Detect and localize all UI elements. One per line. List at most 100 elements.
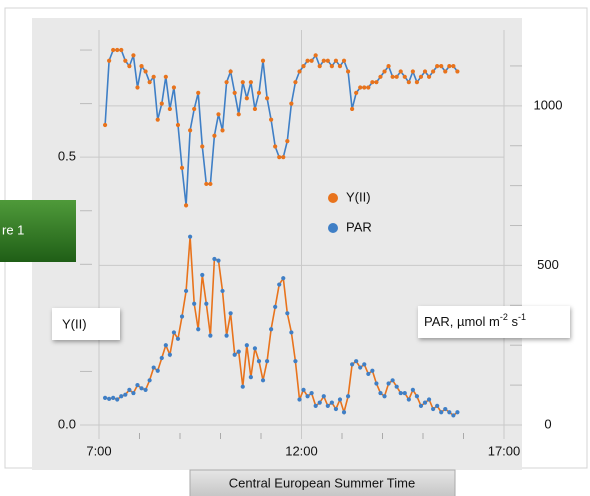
data-point bbox=[293, 359, 298, 364]
data-point bbox=[252, 106, 258, 112]
data-point bbox=[244, 343, 249, 348]
data-point bbox=[350, 106, 355, 112]
data-point bbox=[188, 128, 193, 133]
data-point bbox=[406, 80, 411, 85]
data-point bbox=[216, 258, 221, 263]
data-point bbox=[192, 301, 197, 306]
data-point bbox=[325, 403, 330, 408]
data-point bbox=[240, 384, 245, 389]
data-point bbox=[179, 314, 185, 319]
y2-tick-label: 500 bbox=[537, 257, 559, 272]
data-point bbox=[341, 410, 347, 415]
data-point bbox=[123, 392, 128, 397]
data-point bbox=[232, 90, 237, 95]
data-point bbox=[155, 117, 160, 122]
data-point bbox=[183, 203, 189, 208]
data-point bbox=[333, 406, 339, 412]
data-point bbox=[212, 256, 217, 262]
legend-label: PAR bbox=[346, 219, 372, 234]
data-point bbox=[297, 69, 302, 74]
data-point bbox=[358, 365, 363, 370]
y2label-box bbox=[418, 306, 570, 338]
data-point bbox=[123, 58, 128, 63]
data-point bbox=[329, 64, 334, 69]
data-point bbox=[220, 288, 225, 294]
data-point bbox=[228, 69, 233, 74]
data-point bbox=[301, 64, 306, 69]
data-point bbox=[204, 301, 209, 306]
data-point bbox=[273, 144, 278, 149]
data-point bbox=[370, 80, 375, 85]
data-point bbox=[435, 403, 440, 408]
data-point bbox=[455, 410, 460, 415]
data-point bbox=[208, 333, 213, 338]
data-point bbox=[240, 80, 245, 85]
data-point bbox=[281, 276, 286, 281]
y2-label-part: PAR, µmol m bbox=[424, 314, 500, 329]
data-point bbox=[256, 90, 262, 95]
data-point bbox=[135, 85, 140, 90]
x-tick-label: 17:00 bbox=[488, 443, 521, 458]
data-point bbox=[426, 397, 432, 402]
data-point bbox=[269, 327, 274, 332]
data-point bbox=[447, 410, 452, 415]
data-point bbox=[394, 384, 399, 389]
data-point bbox=[418, 403, 424, 408]
ylabel-box bbox=[52, 308, 120, 340]
data-point bbox=[139, 386, 144, 391]
data-point bbox=[252, 346, 258, 351]
data-point bbox=[285, 138, 290, 144]
data-point bbox=[127, 387, 132, 392]
xlabel-box bbox=[189, 469, 456, 496]
data-point bbox=[200, 144, 205, 149]
data-point bbox=[447, 64, 452, 69]
data-point bbox=[273, 304, 278, 310]
data-point bbox=[439, 410, 444, 415]
data-point bbox=[313, 53, 318, 58]
data-point bbox=[196, 90, 201, 95]
data-point bbox=[297, 397, 302, 402]
data-point bbox=[366, 371, 371, 377]
data-point bbox=[362, 85, 367, 90]
data-point bbox=[350, 362, 355, 367]
data-point bbox=[378, 390, 383, 396]
data-point bbox=[151, 365, 156, 370]
data-point bbox=[439, 64, 444, 69]
data-point bbox=[143, 387, 148, 392]
data-point bbox=[196, 327, 201, 332]
data-point bbox=[431, 406, 436, 412]
data-point bbox=[321, 394, 326, 399]
data-point bbox=[183, 288, 189, 294]
data-point bbox=[402, 74, 407, 79]
data-point bbox=[260, 58, 266, 63]
data-point bbox=[179, 165, 185, 170]
data-point bbox=[269, 117, 274, 122]
data-point bbox=[228, 311, 233, 316]
data-point bbox=[127, 64, 132, 69]
y2-axis-label: PAR, µmol m-2 s-1 bbox=[424, 312, 526, 329]
data-point bbox=[216, 112, 221, 117]
data-point bbox=[325, 58, 330, 63]
data-point bbox=[370, 368, 375, 373]
data-point bbox=[236, 112, 241, 117]
legend-marker bbox=[328, 193, 338, 203]
figure-tab[interactable] bbox=[0, 200, 76, 262]
data-point bbox=[204, 181, 209, 187]
x-tick-label: 7:00 bbox=[86, 443, 111, 458]
data-point bbox=[147, 378, 152, 383]
data-point bbox=[406, 397, 411, 402]
data-point bbox=[175, 336, 181, 341]
data-point bbox=[175, 122, 181, 128]
data-point bbox=[354, 359, 359, 364]
data-point bbox=[167, 352, 172, 357]
data-point bbox=[143, 69, 148, 74]
data-point bbox=[119, 394, 124, 399]
data-point bbox=[426, 74, 432, 79]
figure-tab-label: re 1 bbox=[2, 222, 24, 237]
data-point bbox=[224, 80, 229, 85]
data-point bbox=[285, 311, 290, 316]
data-point bbox=[220, 128, 225, 133]
data-point bbox=[451, 64, 456, 69]
data-point bbox=[382, 69, 387, 74]
